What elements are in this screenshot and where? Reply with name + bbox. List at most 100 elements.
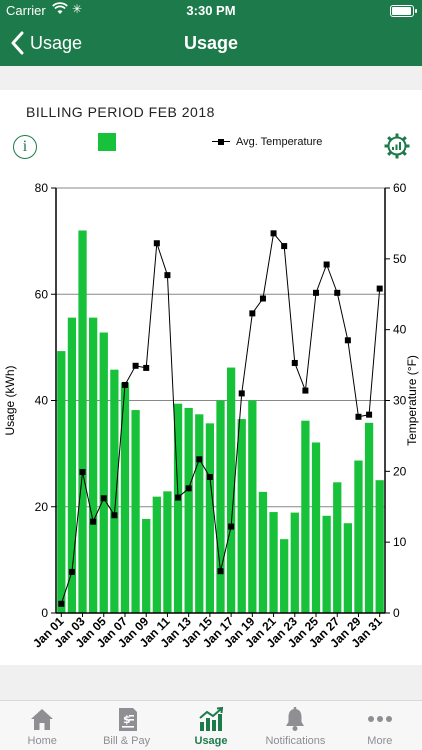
usage-bar <box>184 407 193 613</box>
temperature-point <box>302 387 309 394</box>
temperature-point <box>164 272 171 279</box>
usage-bar <box>237 419 246 613</box>
tab-home-label: Home <box>27 735 57 747</box>
usage-bar <box>226 367 236 613</box>
tab-usage-label: Usage <box>194 735 228 747</box>
left-axis-tick-label: 60 <box>35 287 49 301</box>
legend-usage-swatch <box>98 133 116 151</box>
billing-period-label: BILLING PERIOD FEB 2018 <box>26 104 215 120</box>
temperature-point <box>323 261 330 268</box>
legend-temperature-marker <box>212 137 230 147</box>
temperature-point <box>111 512 118 519</box>
usage-bar <box>120 382 130 613</box>
usage-bar <box>301 420 310 613</box>
temperature-point <box>175 494 182 501</box>
right-axis-tick-label: 30 <box>393 394 407 408</box>
left-axis-tick-label: 40 <box>35 394 49 408</box>
svg-text:$: $ <box>123 713 131 726</box>
chart-settings-gear-icon[interactable] <box>383 132 411 160</box>
tab-notifications[interactable]: Notifications <box>253 701 337 750</box>
battery-icon <box>390 5 417 17</box>
tab-bar: Home $ Bill & Pay Usage Notifications Mo… <box>0 700 422 750</box>
usage-bar <box>375 480 384 613</box>
usage-bar <box>142 518 151 613</box>
tab-notifications-label: Notifications <box>265 735 326 747</box>
left-axis-tick-label: 0 <box>41 606 48 620</box>
temperature-point <box>100 495 107 502</box>
tab-more-label: More <box>367 735 393 747</box>
right-axis-tick-label: 50 <box>393 252 407 266</box>
back-button-label: Usage <box>30 32 83 53</box>
temperature-point <box>366 411 373 418</box>
usage-bar <box>248 400 257 613</box>
temperature-point <box>313 289 320 296</box>
temperature-point <box>228 523 235 530</box>
usage-bar <box>67 317 77 613</box>
more-icon <box>367 716 392 722</box>
temperature-point <box>79 469 86 476</box>
usage-bar <box>333 482 342 613</box>
left-axis-tick-label: 20 <box>35 500 49 514</box>
temperature-point <box>68 568 75 575</box>
right-axis-tick-label: 60 <box>393 181 407 195</box>
temperature-point <box>238 390 245 397</box>
info-icon[interactable]: i <box>13 135 37 159</box>
temperature-point <box>143 364 150 371</box>
tab-usage[interactable]: Usage <box>169 701 253 750</box>
usage-bar <box>99 332 108 613</box>
usage-bar <box>322 515 331 613</box>
y2-axis-label: Temperature (°F) <box>405 355 419 446</box>
temperature-point <box>217 568 224 575</box>
usage-bar <box>195 414 204 613</box>
usage-bar <box>152 496 161 613</box>
back-button[interactable]: Usage <box>10 31 82 55</box>
usage-bar <box>110 369 119 613</box>
temperature-point <box>196 456 203 463</box>
right-axis-tick-label: 0 <box>393 606 400 620</box>
temperature-point <box>281 243 288 250</box>
usage-bar <box>354 460 363 613</box>
carrier-label: Carrier <box>6 3 46 18</box>
usage-bar <box>57 351 66 613</box>
status-bar: Carrier ✳ 3:30 PM <box>0 0 422 22</box>
temperature-point <box>132 362 139 369</box>
tab-more[interactable]: More <box>338 701 422 750</box>
wifi-icon <box>52 2 68 19</box>
usage-bar <box>311 442 321 613</box>
temperature-point <box>153 240 160 247</box>
legend-temperature-label: Avg. Temperature <box>236 136 323 148</box>
temperature-point <box>58 600 65 607</box>
usage-bar <box>78 230 87 613</box>
usage-bar <box>163 491 172 613</box>
usage-chart-icon <box>199 706 224 731</box>
temperature-point <box>249 310 256 317</box>
tab-home[interactable]: Home <box>0 701 84 750</box>
temperature-point <box>90 518 97 525</box>
temperature-point <box>355 413 362 420</box>
usage-bar <box>173 403 183 613</box>
usage-bar <box>131 410 140 613</box>
clock-time: 3:30 PM <box>186 3 236 18</box>
usage-bar <box>364 422 374 613</box>
right-axis-tick-label: 20 <box>393 464 407 478</box>
tab-bill-pay[interactable]: $ Bill & Pay <box>84 701 168 750</box>
top-bar: Carrier ✳ 3:30 PM Usage Usage <box>0 0 422 66</box>
temperature-point <box>121 381 128 388</box>
tab-bill-pay-label: Bill & Pay <box>103 735 151 747</box>
temperature-point <box>270 230 277 237</box>
home-icon <box>31 709 54 730</box>
right-axis-tick-label: 10 <box>393 535 407 549</box>
usage-bar <box>258 491 268 613</box>
usage-bar <box>205 423 215 613</box>
chevron-left-icon <box>11 31 24 55</box>
charging-icon: ✳ <box>72 2 83 16</box>
y-axis-label: Usage (kWh) <box>3 365 17 435</box>
usage-bar <box>89 317 98 613</box>
right-axis-tick-label: 40 <box>393 323 407 337</box>
usage-bar <box>269 512 278 613</box>
legend-temperature: Avg. Temperature <box>212 136 322 148</box>
usage-bar <box>290 512 299 613</box>
temperature-point <box>344 337 351 344</box>
usage-temperature-chart: 0 20 40 60 80 0 10 20 30 40 50 60 Usage (kWh) Tempera… <box>3 181 419 651</box>
